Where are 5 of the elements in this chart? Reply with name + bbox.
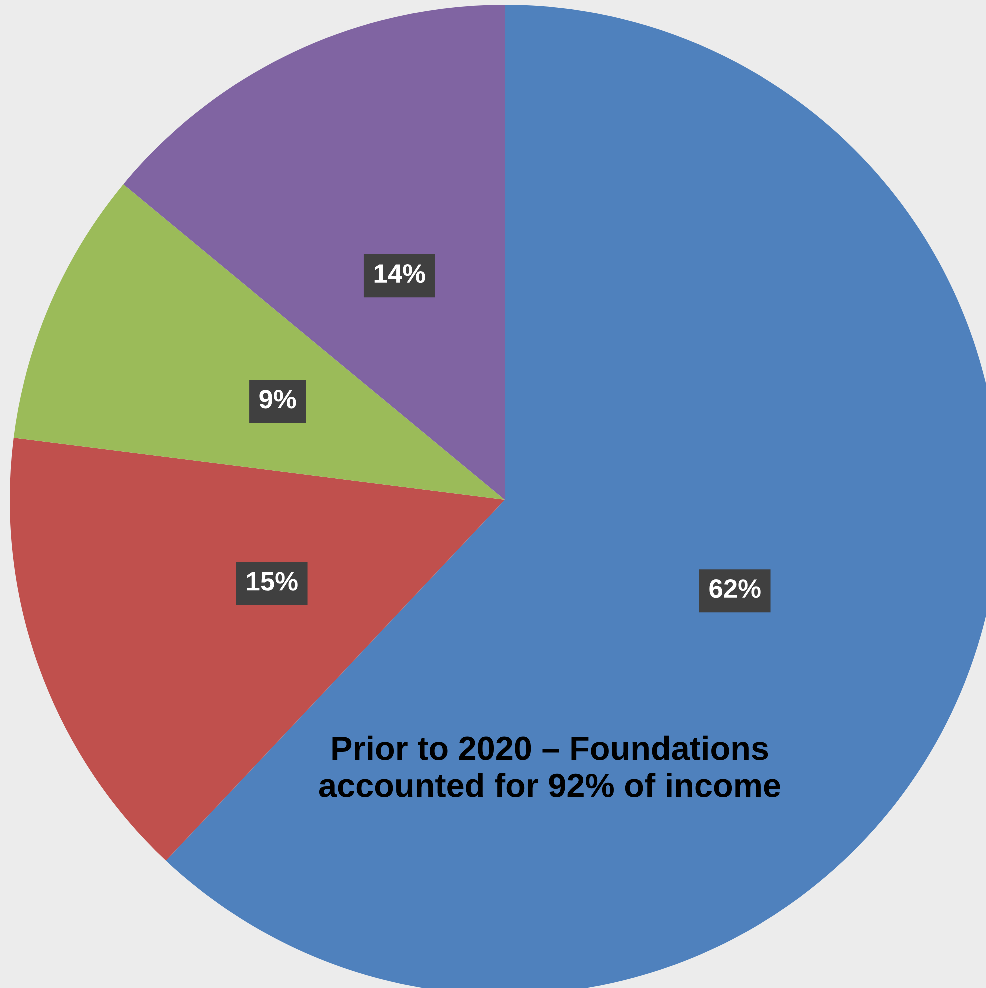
data-label: 14% — [374, 264, 426, 284]
text: Prior to 2020 – Foundations accounted for 92% of income — [319, 736, 780, 798]
data-label: 62% — [710, 580, 761, 598]
data-label: 15% — [247, 572, 298, 591]
data-label: 9% — [260, 390, 296, 409]
